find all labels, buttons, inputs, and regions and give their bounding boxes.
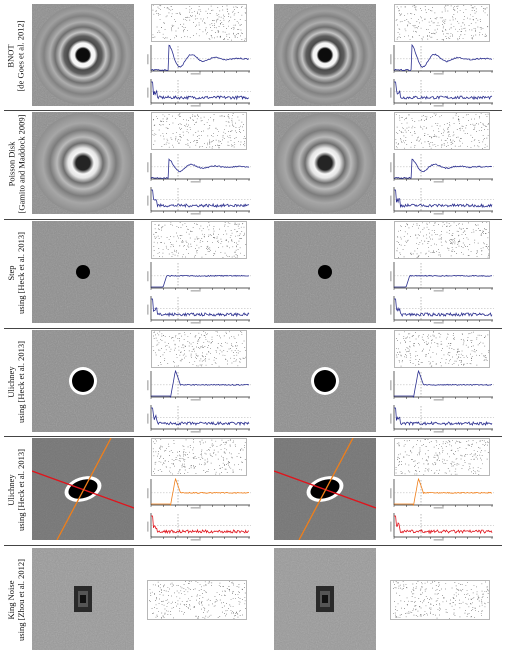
row-separator xyxy=(4,545,502,546)
row-label: Ulichney using [Heck et al. 2013] xyxy=(4,438,28,542)
radial-power-plot xyxy=(147,370,251,402)
row-separator xyxy=(4,436,502,437)
method-name: Ulichney xyxy=(6,366,17,398)
row-separator xyxy=(4,110,502,111)
power-spectrum-image xyxy=(32,548,134,650)
point-distribution xyxy=(394,221,490,259)
anisotropy-plot xyxy=(147,186,251,216)
anisotropy-plot xyxy=(390,78,494,108)
power-spectrum-image xyxy=(32,221,134,323)
power-spectrum-image xyxy=(274,330,376,432)
radial-power-plot xyxy=(390,44,494,76)
power-spectrum-image xyxy=(274,221,376,323)
power-spectrum-image xyxy=(274,4,376,106)
method-citation: using [Heck et al. 2013] xyxy=(16,341,27,423)
power-spectrum-image xyxy=(274,438,376,540)
point-distribution xyxy=(151,221,247,259)
method-name: Poisson Disk xyxy=(6,141,17,187)
point-distribution xyxy=(151,4,247,42)
point-distribution xyxy=(151,330,247,368)
point-distribution xyxy=(394,112,490,150)
radial-power-plot xyxy=(390,152,494,184)
point-distribution xyxy=(147,580,247,620)
point-distribution xyxy=(151,438,247,476)
anisotropy-plot xyxy=(390,186,494,216)
anisotropy-plot xyxy=(147,295,251,325)
method-name: King Noise xyxy=(6,580,17,620)
radial-power-plot xyxy=(147,478,251,510)
anisotropy-plot xyxy=(147,404,251,434)
method-citation: using [Heck et al. 2013] xyxy=(16,449,27,531)
anisotropy-plot xyxy=(390,295,494,325)
power-spectrum-image xyxy=(32,4,134,106)
power-spectrum-image xyxy=(32,330,134,432)
power-spectrum-image xyxy=(274,112,376,214)
method-name: BNOT xyxy=(6,44,17,68)
anisotropy-plot xyxy=(147,512,251,542)
method-citation: using [Zhou et al. 2012] xyxy=(16,559,27,641)
row-label: BNOT [de Goes et al. 2012] xyxy=(4,4,28,108)
radial-power-plot xyxy=(390,370,494,402)
row-label: Ulichney using [Heck et al. 2013] xyxy=(4,330,28,434)
row-separator xyxy=(4,328,502,329)
row-label: King Noise using [Zhou et al. 2012] xyxy=(4,548,28,652)
method-citation: [de Goes et al. 2012] xyxy=(16,20,27,92)
radial-power-plot xyxy=(390,261,494,293)
point-distribution xyxy=(394,330,490,368)
anisotropy-plot xyxy=(390,512,494,542)
row-separator xyxy=(4,219,502,220)
power-spectrum-image xyxy=(274,548,376,650)
row-label: Poisson Disk [Gamito and Maddock 2009] xyxy=(4,112,28,216)
power-spectrum-image xyxy=(32,438,134,540)
radial-power-plot xyxy=(147,44,251,76)
radial-power-plot xyxy=(147,261,251,293)
point-distribution xyxy=(390,580,490,620)
method-citation: [Gamito and Maddock 2009] xyxy=(16,114,27,214)
anisotropy-plot xyxy=(390,404,494,434)
radial-power-plot xyxy=(390,478,494,510)
row-label: Step using [Heck et al. 2013] xyxy=(4,221,28,325)
anisotropy-plot xyxy=(147,78,251,108)
point-distribution xyxy=(394,438,490,476)
point-distribution xyxy=(394,4,490,42)
method-name: Ulichney xyxy=(6,474,17,506)
method-name: Step xyxy=(6,265,17,281)
point-distribution xyxy=(151,112,247,150)
power-spectrum-image xyxy=(32,112,134,214)
radial-power-plot xyxy=(147,152,251,184)
method-citation: using [Heck et al. 2013] xyxy=(16,232,27,314)
